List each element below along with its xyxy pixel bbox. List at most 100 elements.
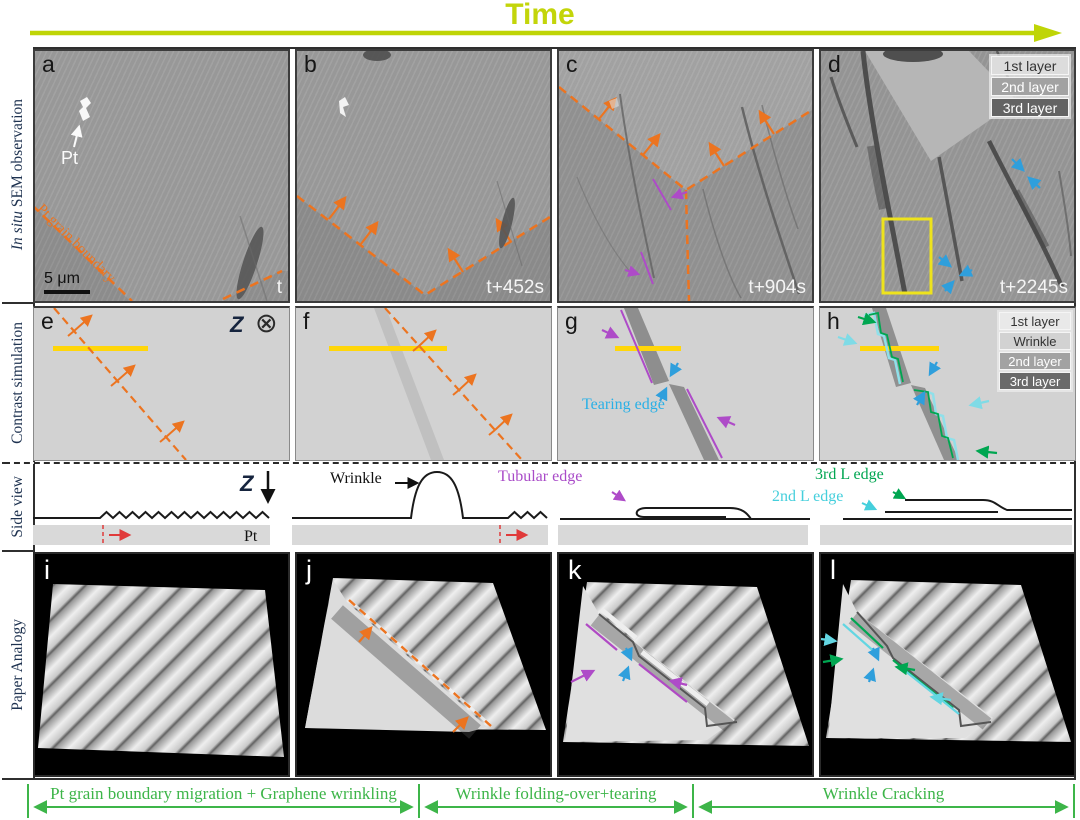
yellow-highlight-bar	[53, 346, 148, 351]
pt-particle	[339, 97, 349, 117]
tubular-edge-arrow-icon	[668, 677, 688, 690]
z-axis-label: Z	[240, 471, 254, 496]
second-layer-arrow-icon	[929, 692, 952, 706]
migration-arrow-icon	[758, 109, 775, 135]
legend-item-3rd-layer: 3rd layer	[999, 372, 1071, 390]
panel-c-graphics	[559, 51, 812, 301]
migration-arrow-icon	[447, 247, 464, 273]
panel-k: k	[557, 552, 814, 777]
panel-letter-d: d	[828, 51, 841, 77]
panel-l-graphics	[821, 580, 1071, 742]
second-layer-edge-line	[927, 390, 960, 460]
phase-label-cracking: Wrinkle Cracking	[822, 784, 945, 803]
timestamp-c: t+904s	[748, 277, 806, 298]
second-layer-arrow-icon	[837, 333, 858, 346]
third-layer-arrow-icon	[975, 445, 998, 459]
tubular-edge-line	[638, 663, 688, 703]
wrinkle-profile	[292, 470, 548, 520]
tubular-edge-line	[652, 178, 672, 211]
layer-legend: 1st layer 2nd layer 3rd layer	[989, 54, 1071, 119]
tearing-edge-label: Tearing edge	[582, 396, 665, 413]
scale-bar-label: 5 μm	[44, 270, 80, 287]
third-layer-edge-label: 3rd L edge	[815, 466, 884, 483]
legend-item-2nd-layer: 2nd layer	[991, 77, 1069, 96]
panel-letter-a: a	[42, 51, 55, 77]
tearing-edge-arrow-icon	[655, 386, 668, 402]
panel-f: f	[295, 306, 552, 461]
panel-l: l	[819, 552, 1076, 777]
row-label-paper: Paper Analogy	[8, 619, 26, 711]
panel-g-graphics	[601, 308, 736, 460]
layer-legend: 1st layer Wrinkle 2nd layer 3rd layer	[997, 310, 1073, 392]
panel-c: c t+904s	[557, 49, 814, 303]
side-view-graphics	[33, 470, 1072, 545]
legend-item-1st-layer: 1st layer	[991, 56, 1069, 75]
grain-boundary-dashed-line	[35, 206, 133, 301]
tearing-edge-arrow-icon	[620, 646, 633, 662]
folded-over-wrinkle-profile	[635, 507, 752, 520]
pt-substrate	[558, 525, 808, 545]
third-layer-arrow-icon	[857, 312, 877, 326]
pt-substrate	[33, 525, 270, 545]
wrinkle-label: Wrinkle	[330, 470, 382, 487]
pt-pointer-arrow-icon	[70, 124, 83, 148]
tubular-edge-line	[686, 388, 723, 459]
crack	[236, 226, 264, 300]
roi-rectangle	[881, 217, 933, 295]
migration-arrow-icon	[642, 132, 661, 156]
crack	[499, 197, 515, 249]
rail-cell-sem: In situ SEM observation	[2, 47, 35, 304]
second-layer-edge-label: 2nd L edge	[772, 488, 844, 505]
rail-cell-side-view: Side view	[2, 464, 35, 552]
row-label-sem: In situ SEM observation	[8, 98, 26, 251]
third-layer-edge-line	[913, 389, 954, 459]
migration-arrow-icon	[360, 220, 379, 245]
wrinkled-graphene-profile	[33, 510, 270, 520]
migration-arrow-icon	[418, 329, 437, 347]
crack-arrow-icon	[958, 264, 974, 277]
tearing-edge-arrow-icon	[618, 665, 631, 682]
crack-arrow-icon	[912, 390, 926, 406]
panel-e: e Z ⊗	[33, 306, 290, 461]
panel-a: a Pt Pt grain boundary 5 μm t	[33, 49, 290, 303]
timestamp-a: t	[276, 277, 282, 298]
folded-wrinkle-band	[669, 384, 719, 460]
panel-e-graphics	[53, 308, 187, 460]
panel-letter-k: k	[568, 555, 582, 585]
legend-item-1st-layer: 1st layer	[999, 312, 1071, 330]
second-layer-arrow-icon	[968, 396, 990, 410]
flattened-paper-region	[828, 584, 993, 738]
yellow-highlight-bar	[615, 346, 681, 351]
grain-boundary-dashed-line	[297, 195, 550, 297]
time-arrow-icon	[30, 24, 1062, 42]
migration-arrow-icon	[73, 314, 93, 332]
crack-arrow-icon	[928, 361, 942, 377]
yellow-highlight-bar	[329, 346, 447, 351]
panel-i-graphics	[38, 584, 284, 757]
panel-k-graphics	[563, 582, 809, 746]
crack	[740, 106, 801, 295]
pt-substrate	[292, 525, 548, 545]
panel-letter-l: l	[830, 555, 836, 585]
third-layer-edge-arrow-icon	[892, 488, 907, 500]
crack-arrow-icon	[937, 254, 953, 268]
yellow-highlight-bar	[860, 346, 939, 351]
panel-letter-c: c	[566, 51, 578, 77]
third-layer-edge-line	[850, 617, 884, 649]
tubular-edge-line	[585, 623, 618, 651]
panel-h-graphics	[837, 308, 998, 460]
panel-j-graphics	[305, 578, 546, 739]
third-layer-line	[905, 499, 1072, 511]
panel-a-graphics	[35, 97, 288, 301]
panel-d: d 1st layer 2nd layer 3rd layer t+2245s	[819, 49, 1076, 303]
panel-letter-g: g	[565, 308, 578, 334]
wrinkle-band	[374, 308, 444, 460]
z-axis-label: Z	[230, 312, 244, 337]
top-grain	[865, 51, 1017, 161]
cracked-wrinkle-band	[911, 385, 959, 460]
panel-b: b t+452s	[295, 49, 552, 303]
tubular-edge-arrow-icon	[670, 188, 688, 200]
phase-label-folding-tearing: Wrinkle folding-over+tearing	[455, 784, 657, 803]
panel-letter-b: b	[304, 51, 317, 77]
